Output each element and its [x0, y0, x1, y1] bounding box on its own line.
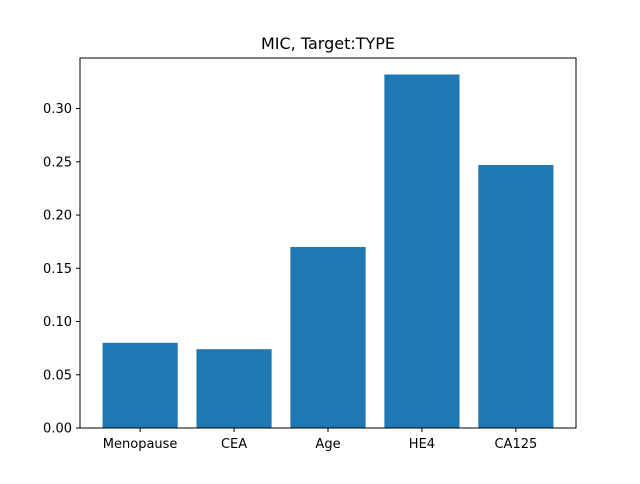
bar-he4	[384, 74, 460, 428]
chart-title: MIC, Target:TYPE	[261, 34, 395, 53]
y-tick-label: 0.30	[43, 102, 72, 117]
x-tick-label: CA125	[494, 437, 537, 452]
x-tick-label: CEA	[221, 437, 247, 452]
bar-menopause	[102, 342, 178, 428]
x-axis: Menopause CEA Age HE4 CA125	[103, 428, 537, 452]
x-tick-label: Menopause	[103, 437, 178, 452]
x-tick-label: HE4	[409, 437, 435, 452]
plot-frame	[79, 57, 577, 429]
y-tick-label: 0.10	[43, 315, 72, 330]
y-tick-label: 0.05	[43, 368, 72, 383]
y-tick-label: 0.25	[43, 155, 72, 170]
y-tick-label: 0.20	[43, 209, 72, 224]
bar-cea	[196, 349, 272, 428]
bar-age	[290, 246, 366, 428]
bars-layer	[102, 74, 554, 428]
y-axis: 0.00 0.05 0.10 0.15 0.20 0.25 0.30	[43, 102, 80, 437]
bar-ca125	[478, 165, 554, 428]
y-tick-label: 0.15	[43, 262, 72, 277]
y-tick-label: 0.00	[43, 422, 72, 437]
x-tick-label: Age	[315, 437, 340, 452]
